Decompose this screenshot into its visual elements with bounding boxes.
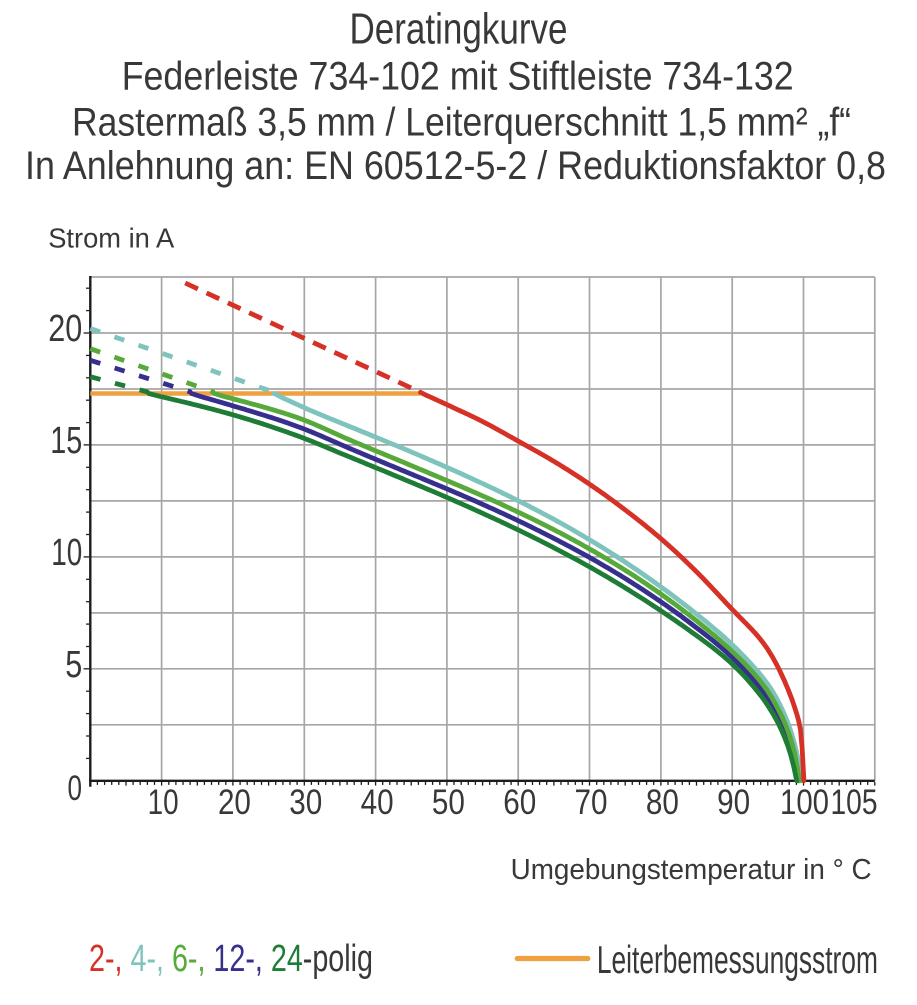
svg-text:105: 105 <box>831 782 878 822</box>
svg-text:Rastermaß 3,5 mm / Leiterquers: Rastermaß 3,5 mm / Leiterquerschnitt 1,5… <box>72 101 851 145</box>
svg-text:In Anlehnung an: EN 60512-5-2: In Anlehnung an: EN 60512-5-2 / Reduktio… <box>25 144 886 188</box>
svg-text:50: 50 <box>432 782 465 822</box>
svg-text:20: 20 <box>218 782 251 822</box>
svg-text:15: 15 <box>50 420 82 462</box>
svg-text:60: 60 <box>503 782 536 822</box>
svg-text:Leiterbemessungsstrom: Leiterbemessungsstrom <box>597 939 878 982</box>
svg-text:10: 10 <box>148 782 179 822</box>
svg-text:90: 90 <box>717 782 750 822</box>
svg-text:100: 100 <box>780 782 829 822</box>
svg-text:30: 30 <box>289 782 322 822</box>
svg-text:20: 20 <box>48 308 82 350</box>
svg-text:Strom in A: Strom in A <box>48 223 174 254</box>
svg-text:10: 10 <box>51 532 82 574</box>
svg-text:Deratingkurve: Deratingkurve <box>350 5 568 54</box>
svg-text:Federleiste 734-102 mit Stiftl: Federleiste 734-102 mit Stiftleiste 734-… <box>122 54 794 98</box>
svg-text:0: 0 <box>68 769 83 808</box>
svg-text:5: 5 <box>65 644 82 686</box>
svg-text:40: 40 <box>361 782 394 822</box>
svg-text:70: 70 <box>575 782 608 822</box>
svg-text:80: 80 <box>646 782 679 822</box>
svg-text:2-, 4-, 6-, 12-, 24-polig: 2-, 4-, 6-, 12-, 24-polig <box>89 938 373 980</box>
svg-text:Umgebungstemperatur in ° C: Umgebungstemperatur in ° C <box>511 854 872 886</box>
